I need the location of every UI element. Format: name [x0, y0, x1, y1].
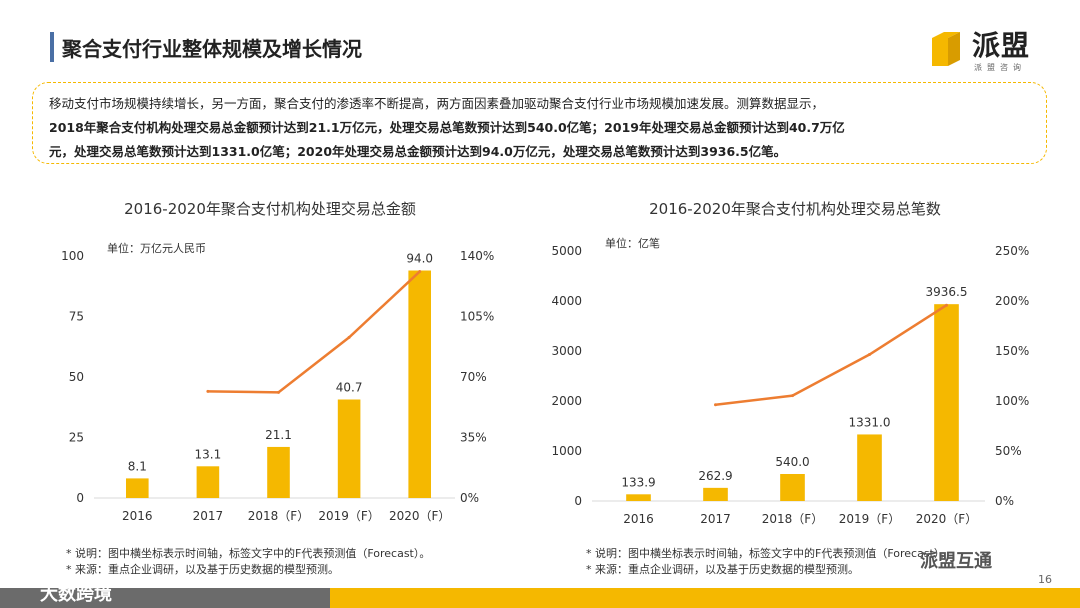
unit-label: 单位：亿笔	[605, 236, 660, 250]
watermark-left: 大数跨境	[40, 584, 112, 605]
x-tick-label: 2020（F）	[389, 509, 450, 523]
x-tick-label: 2016	[623, 512, 654, 526]
bar	[408, 270, 431, 498]
y2-tick-label: 0%	[995, 494, 1014, 508]
growth-point	[945, 303, 948, 307]
y-tick-label: 25	[69, 431, 84, 445]
bar	[267, 446, 290, 498]
y-tick-label: 100	[61, 249, 84, 263]
logo-text: 派盟	[972, 29, 1031, 62]
note-explain: * 说明：图中横坐标表示时间轴，标签文字中的F代表预测值（Forecast）。	[66, 547, 431, 560]
logo-subtext: 派盟咨询	[974, 63, 1026, 72]
watermark-right: 派盟互通	[920, 551, 992, 572]
note-explain: * 说明：图中横坐标表示时间轴，标签文字中的F代表预测值（Forecast）。	[586, 547, 951, 560]
chart-amount: 2016-2020年聚合支付机构处理交易总金额单位：万亿元人民币 0 25 50 75 1…	[30, 180, 520, 544]
data-label: 8.1	[128, 459, 147, 473]
growth-point	[277, 390, 280, 394]
y2-tick-label: 50%	[995, 444, 1022, 458]
growth-point	[868, 353, 871, 356]
bar	[196, 466, 220, 498]
y-tick-label: 75	[69, 310, 84, 324]
y-tick-label: 0	[574, 494, 582, 508]
data-label: 94.0	[406, 252, 433, 266]
x-tick-label: 2018（F）	[248, 509, 309, 523]
bar	[934, 304, 959, 501]
x-tick-label: 2018（F）	[762, 512, 823, 526]
bar	[703, 487, 728, 501]
y2-tick-label: 200%	[995, 294, 1029, 308]
chart-title: 2016-2020年聚合支付机构处理交易总笔数	[649, 200, 941, 218]
note-source: * 来源：重点企业调研，以及基于历史数据的模型预测。	[66, 563, 339, 576]
y-tick-label: 0	[76, 491, 84, 505]
bar	[126, 478, 149, 498]
intro-box: 移动支付市场规模持续增长，另一方面，聚合支付的渗透率不断提高，两方面因素叠加驱动…	[32, 82, 1047, 164]
footer-band-dark	[0, 588, 330, 608]
x-tick-label: 2016	[122, 509, 153, 523]
intro-line-3: 元，处理交易总笔数预计达到1331.0亿笔；2020年处理交易总金额预计达到94…	[49, 144, 787, 159]
intro-line-1: 移动支付市场规模持续增长，另一方面，聚合支付的渗透率不断提高，两方面因素叠加驱动…	[49, 96, 825, 111]
growth-point	[206, 389, 210, 393]
data-label: 21.1	[265, 428, 292, 442]
y-tick-label: 2000	[551, 394, 582, 408]
logo-cube-icon	[932, 32, 960, 66]
chart-title: 2016-2020年聚合支付机构处理交易总金额	[124, 200, 416, 218]
bar	[780, 474, 805, 501]
x-tick-label: 2020（F）	[916, 512, 977, 526]
y-tick-label: 4000	[551, 294, 582, 308]
x-tick-label: 2017	[700, 512, 731, 526]
bar	[337, 399, 361, 498]
notes-left: * 说明：图中横坐标表示时间轴，标签文字中的F代表预测值（Forecast）。 …	[66, 546, 430, 578]
x-tick-label: 2019（F）	[839, 512, 900, 526]
data-label: 40.7	[336, 381, 363, 395]
brand-logo: 派盟 派盟咨询	[930, 22, 1040, 72]
data-label: 3936.5	[926, 285, 968, 299]
y2-tick-label: 250%	[995, 244, 1029, 258]
y-tick-label: 5000	[551, 244, 582, 258]
y2-tick-label: 140%	[460, 249, 494, 263]
growth-point	[347, 335, 351, 339]
data-label: 133.9	[621, 475, 655, 489]
y-tick-label: 50	[69, 370, 84, 384]
x-tick-label: 2017	[193, 509, 224, 523]
y2-tick-label: 35%	[460, 431, 487, 445]
chart-count: 2016-2020年聚合支付机构处理交易总笔数单位：亿笔 0 1000 2000 300…	[545, 180, 1045, 544]
growth-line	[715, 304, 948, 406]
y2-tick-label: 0%	[460, 491, 479, 505]
y2-tick-label: 70%	[460, 370, 487, 384]
growth-point	[418, 270, 422, 274]
y-tick-label: 1000	[551, 444, 582, 458]
growth-line	[207, 270, 421, 394]
intro-line-2: 2018年聚合支付机构处理交易总金额预计达到21.1万亿元，处理交易总笔数预计达…	[49, 120, 845, 135]
y2-tick-label: 100%	[995, 394, 1029, 408]
bar	[857, 434, 882, 501]
notes-right: * 说明：图中横坐标表示时间轴，标签文字中的F代表预测值（Forecast）。 …	[586, 546, 950, 578]
data-label: 262.9	[698, 469, 732, 483]
unit-label: 单位：万亿元人民币	[107, 241, 206, 255]
page-number: 16	[1038, 573, 1052, 586]
data-label: 540.0	[775, 455, 809, 469]
bar	[626, 494, 651, 501]
note-source: * 来源：重点企业调研，以及基于历史数据的模型预测。	[586, 563, 859, 576]
title-accent-bar	[50, 32, 54, 62]
growth-point	[791, 394, 794, 398]
y-tick-label: 3000	[551, 344, 582, 358]
page-title: 聚合支付行业整体规模及增长情况	[62, 37, 362, 61]
growth-point	[714, 403, 717, 407]
data-label: 1331.0	[849, 415, 891, 429]
y2-tick-label: 105%	[460, 310, 494, 324]
y2-tick-label: 150%	[995, 344, 1029, 358]
data-label: 13.1	[195, 447, 222, 461]
x-tick-label: 2019（F）	[318, 509, 379, 523]
